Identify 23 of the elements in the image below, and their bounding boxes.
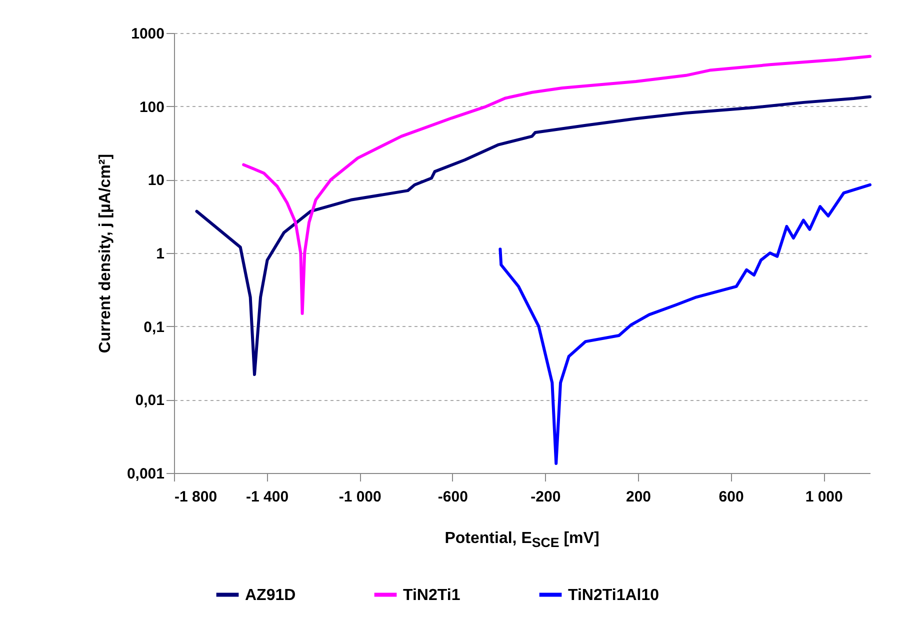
y-tick-label: 0,01 — [135, 392, 164, 410]
y-axis-title: Current density, j [µA/cm²] — [96, 154, 114, 354]
x-tick-label: -600 — [438, 488, 468, 506]
legend-label: AZ91D — [245, 586, 296, 604]
x-axis-title: Potential, E$_{SCE}$ [mV] — [444, 530, 600, 550]
x-tick-label: -1 000 — [338, 488, 382, 506]
x-tick-label: 200 — [626, 488, 652, 506]
x-tick-label: -1 800 — [174, 488, 218, 506]
y-tick-label: 0,1 — [144, 318, 164, 336]
y-tick-label: 10 — [148, 172, 164, 190]
y-tick-label: 100 — [139, 98, 164, 116]
legend-label: TiN2Ti1 — [403, 586, 460, 604]
y-tick-label: 1 — [156, 246, 164, 262]
line-series — [498, 183, 872, 465]
x-tick-label: -200 — [530, 488, 561, 506]
line-series — [242, 54, 872, 315]
line-series — [195, 95, 872, 376]
y-tick-label: 1000 — [131, 26, 164, 42]
x-tick-label: 1 000 — [805, 488, 843, 506]
x-tick-label: 600 — [718, 488, 744, 506]
x-tick-label: -1 400 — [246, 488, 289, 506]
legend-label: TiN2Ti1Al10 — [568, 586, 660, 604]
y-tick-label: 0,001 — [126, 466, 164, 482]
